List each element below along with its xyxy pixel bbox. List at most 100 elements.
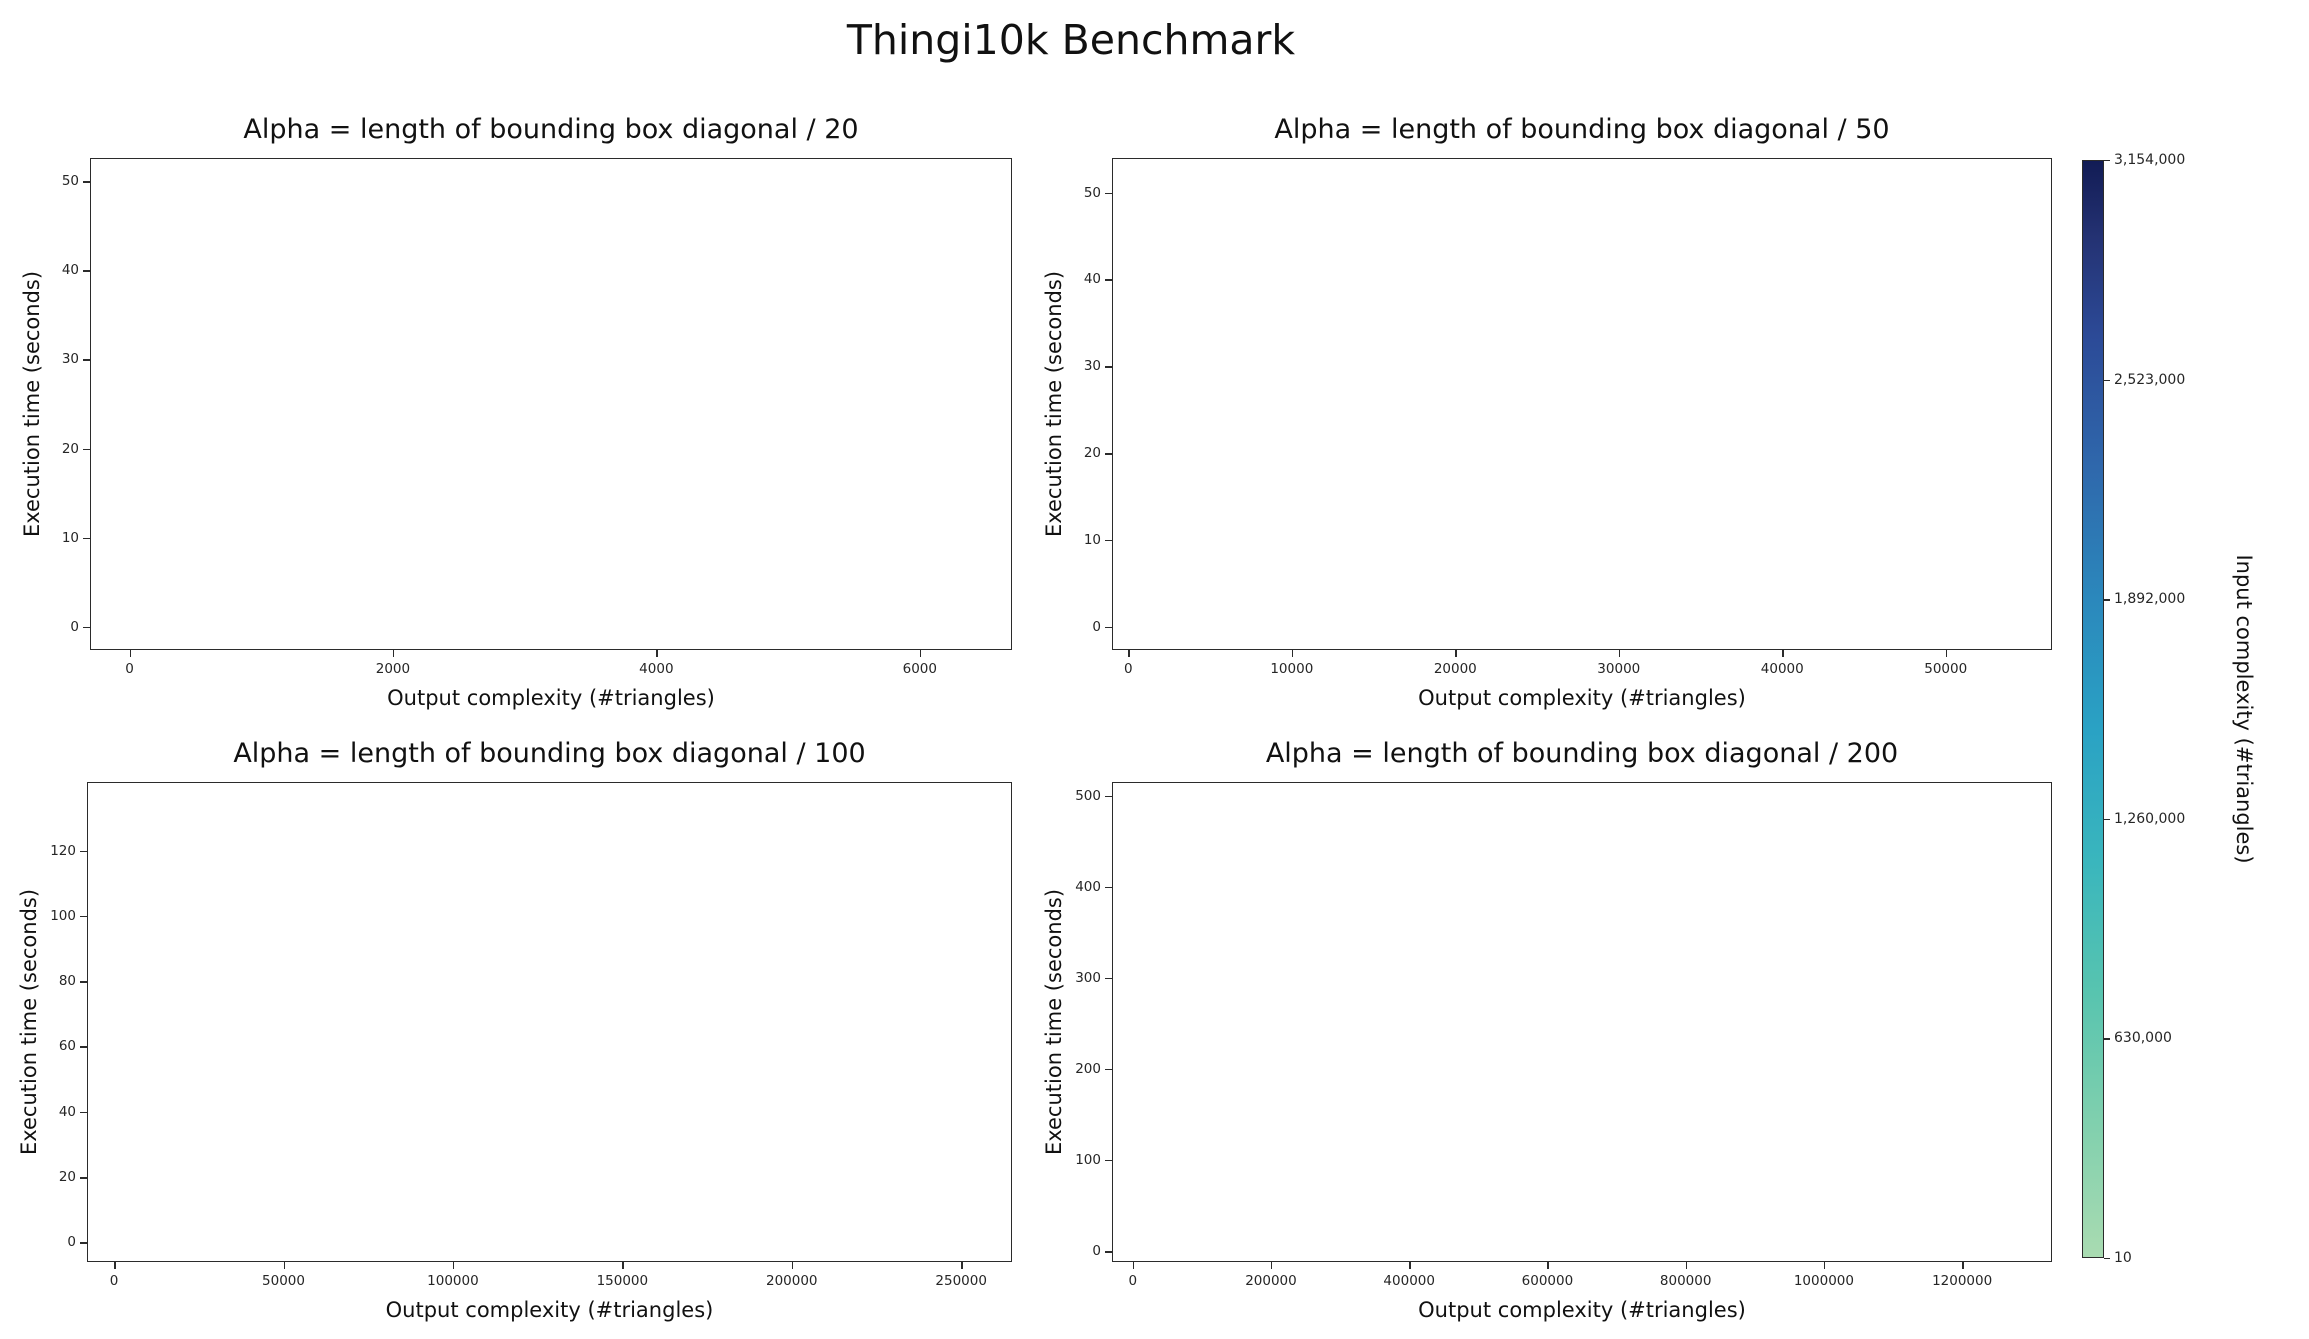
y-tick-label: 60 (58, 1038, 76, 1055)
x-tick-label: 6000 (902, 661, 937, 677)
colorbar-tick-label: 1,260,000 (2114, 810, 2186, 827)
x-tick-label: 150000 (596, 1273, 649, 1289)
y-tick-mark (1105, 1251, 1112, 1253)
plot-frame (87, 782, 1012, 1262)
y-tick-mark (1105, 279, 1112, 281)
x-tick-mark (1270, 1262, 1273, 1269)
y-tick-label: 400 (1075, 878, 1101, 895)
colorbar-gradient (2082, 160, 2104, 1258)
x-tick-mark (622, 1262, 624, 1269)
x-tick-mark (1291, 650, 1294, 657)
subplot-title: Alpha = length of bounding box diagonal … (233, 738, 866, 769)
y-tick-mark (1105, 453, 1112, 455)
colorbar-tick-label: 630,000 (2114, 1030, 2172, 1047)
plot-frame (1112, 782, 2052, 1262)
x-tick-label: 10000 (1270, 661, 1314, 677)
x-tick-mark (452, 1262, 455, 1269)
y-tick-label: 0 (67, 1234, 76, 1251)
colorbar-tick-mark (2104, 379, 2110, 381)
x-tick-label: 4000 (639, 661, 674, 677)
x-tick-mark (114, 1262, 116, 1269)
x-tick-label: 50000 (262, 1273, 305, 1289)
subplot-title: Alpha = length of bounding box diagonal … (243, 114, 859, 145)
y-axis-label: Execution time (seconds) (20, 270, 44, 538)
y-tick-mark (1105, 795, 1112, 798)
y-tick-mark (83, 181, 90, 183)
x-tick-mark (1455, 650, 1457, 657)
y-tick-mark (1105, 366, 1112, 368)
x-tick-mark (1823, 1262, 1826, 1269)
y-tick-label: 20 (1083, 445, 1101, 462)
colorbar-tick-label: 1,892,000 (2114, 591, 2186, 608)
colorbar-tick-label: 2,523,000 (2114, 371, 2186, 388)
colorbar-tick-label: 3,154,000 (2114, 152, 2186, 168)
colorbar-tick-mark (2104, 1258, 2110, 1260)
plot-frame (90, 158, 1012, 650)
x-tick-mark (961, 1262, 963, 1269)
x-tick-mark (1685, 1262, 1688, 1269)
x-tick-mark (1132, 1262, 1135, 1269)
y-axis-label: Execution time (seconds) (17, 888, 41, 1156)
plot-frame (1112, 158, 2052, 650)
y-tick-mark (80, 915, 87, 918)
figure-title: Thingi10k Benchmark (846, 16, 1296, 64)
y-tick-label: 40 (61, 262, 79, 279)
y-tick-mark (1105, 626, 1112, 629)
x-tick-mark (919, 650, 922, 657)
colorbar-tick-mark (2104, 818, 2110, 821)
y-tick-mark (1105, 192, 1112, 195)
x-tick-label: 0 (109, 1273, 119, 1289)
x-tick-mark (1945, 650, 1948, 657)
y-tick-mark (1105, 977, 1112, 980)
colorbar-tick-mark (2104, 1038, 2110, 1040)
x-tick-mark (791, 1262, 794, 1269)
x-tick-mark (1409, 1262, 1411, 1269)
x-tick-mark (1618, 650, 1621, 657)
y-tick-mark (83, 359, 90, 361)
x-tick-label: 250000 (935, 1273, 987, 1289)
y-tick-label: 500 (1075, 787, 1101, 804)
y-axis-label: Execution time (seconds) (1042, 270, 1066, 538)
subplot-title: Alpha = length of bounding box diagonal … (1274, 114, 1890, 145)
y-tick-mark (83, 270, 90, 272)
x-tick-label: 400000 (1383, 1273, 1435, 1289)
y-tick-label: 120 (50, 842, 76, 859)
x-axis-label: Output complexity (#triangles) (385, 1298, 714, 1322)
y-tick-mark (1105, 1068, 1112, 1071)
y-tick-mark (80, 1242, 87, 1244)
y-tick-mark (80, 1111, 87, 1114)
x-tick-label: 30000 (1597, 661, 1641, 677)
x-tick-mark (129, 650, 131, 657)
x-tick-label: 600000 (1521, 1273, 1574, 1289)
x-tick-mark (656, 650, 658, 657)
y-tick-mark (83, 626, 90, 629)
y-tick-mark (80, 1046, 87, 1048)
y-tick-label: 0 (1092, 1243, 1101, 1260)
x-tick-label: 100000 (427, 1273, 479, 1289)
y-tick-mark (1105, 1159, 1112, 1162)
y-tick-label: 100 (1075, 1151, 1101, 1168)
x-tick-label: 200000 (1245, 1273, 1297, 1289)
x-axis-label: Output complexity (#triangles) (387, 686, 715, 710)
x-tick-mark (1547, 1262, 1549, 1269)
x-tick-mark (1962, 1262, 1964, 1269)
x-tick-mark (283, 1262, 286, 1269)
x-tick-label: 200000 (765, 1273, 818, 1289)
y-tick-mark (1105, 539, 1112, 542)
y-tick-mark (80, 981, 87, 983)
y-tick-label: 20 (58, 1169, 76, 1186)
x-tick-label: 20000 (1433, 661, 1477, 677)
colorbar-tick-label: 10 (2114, 1250, 2132, 1266)
y-tick-label: 40 (1083, 271, 1101, 288)
x-tick-label: 0 (1128, 1273, 1138, 1289)
x-tick-label: 1200000 (1932, 1273, 1993, 1289)
x-tick-mark (1128, 650, 1130, 657)
x-tick-label: 50000 (1924, 661, 1968, 677)
x-tick-mark (1782, 650, 1784, 657)
x-axis-label: Output complexity (#triangles) (1418, 1298, 1746, 1322)
x-tick-label: 1000000 (1793, 1273, 1854, 1289)
y-tick-label: 0 (70, 618, 79, 635)
colorbar-tick-mark (2104, 160, 2110, 162)
y-tick-label: 10 (1083, 531, 1101, 548)
